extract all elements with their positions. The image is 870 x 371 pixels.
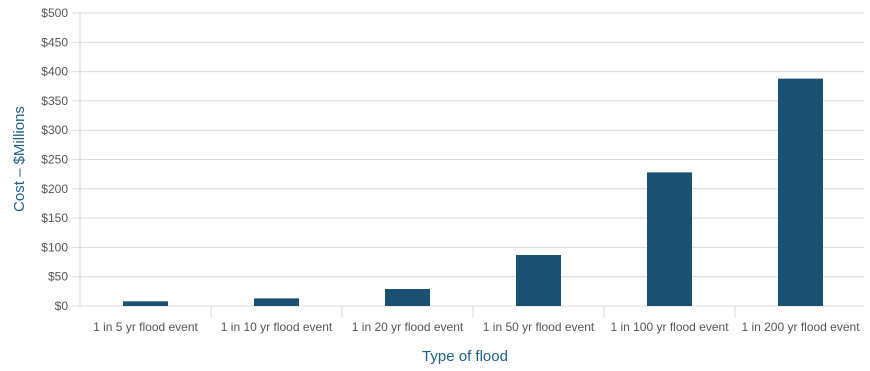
x-axis-ticks: 1 in 5 yr flood event 1 in 10 yr flood ev… — [93, 306, 860, 334]
y-tick-label: $150 — [41, 211, 68, 225]
y-axis-ticks: $0 $50 $100 $150 $200 $250 $300 $350 $400 $450 $50… — [41, 6, 68, 313]
x-tick-label: 1 in 100 yr flood event — [610, 320, 729, 334]
bar — [385, 289, 430, 306]
y-tick-label: $100 — [41, 240, 68, 254]
bar — [123, 301, 168, 306]
bar — [778, 78, 823, 306]
y-tick-label: $350 — [41, 94, 68, 108]
y-tick-label: $500 — [41, 6, 68, 20]
y-tick-label: $300 — [41, 123, 68, 137]
x-tick-label: 1 in 10 yr flood event — [221, 320, 333, 334]
y-tick-label: $400 — [41, 65, 68, 79]
bar — [254, 298, 299, 306]
y-tick-label: $50 — [48, 270, 68, 284]
y-axis-title: Cost – $Millions — [11, 106, 28, 212]
gridlines — [72, 12, 864, 307]
bar — [516, 255, 561, 306]
x-tick-label: 1 in 5 yr flood event — [93, 320, 198, 334]
x-axis-title: Type of flood — [422, 348, 508, 365]
x-tick-label: 1 in 200 yr flood event — [741, 320, 860, 334]
bar — [647, 172, 692, 306]
y-tick-label: $450 — [41, 35, 68, 49]
y-tick-label: $0 — [55, 299, 69, 313]
bars — [123, 78, 823, 306]
y-tick-label: $250 — [41, 153, 68, 167]
x-tick-label: 1 in 50 yr flood event — [483, 320, 595, 334]
y-tick-label: $200 — [41, 182, 68, 196]
x-tick-label: 1 in 20 yr flood event — [352, 320, 464, 334]
